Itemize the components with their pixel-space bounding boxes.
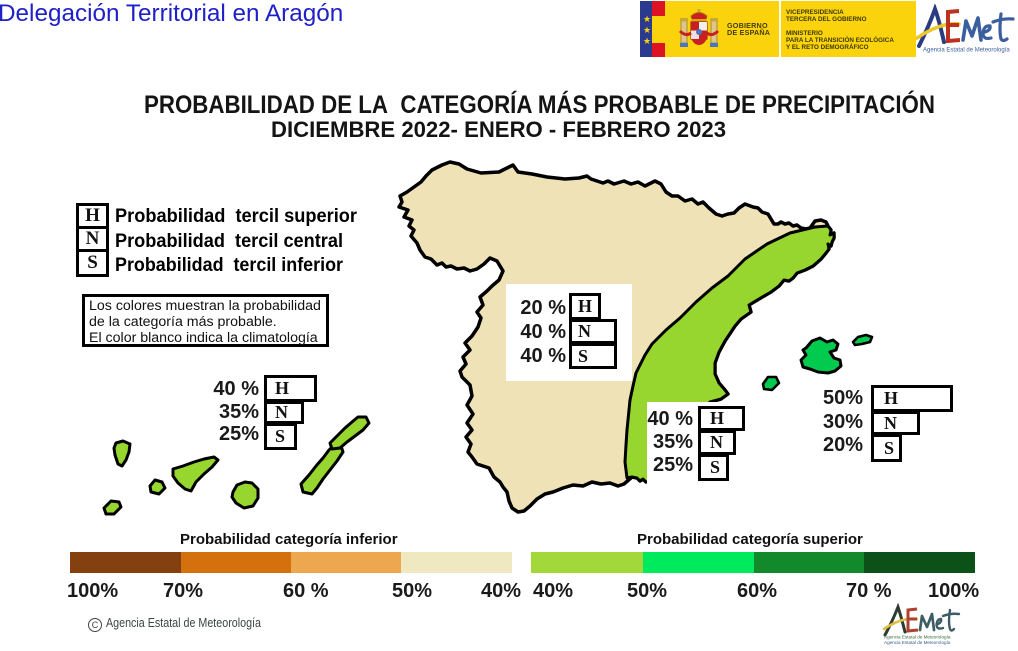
svg-text:Agencia Estatal de Meteorologí: Agencia Estatal de Meteorología <box>923 48 1010 54</box>
svg-text:Agencia Estatal de Meteorologí: Agencia Estatal de Meteorología <box>884 635 951 640</box>
svg-text:Agencia Estatal de Meteorologí: Agencia Estatal de Meteorología <box>884 640 951 645</box>
